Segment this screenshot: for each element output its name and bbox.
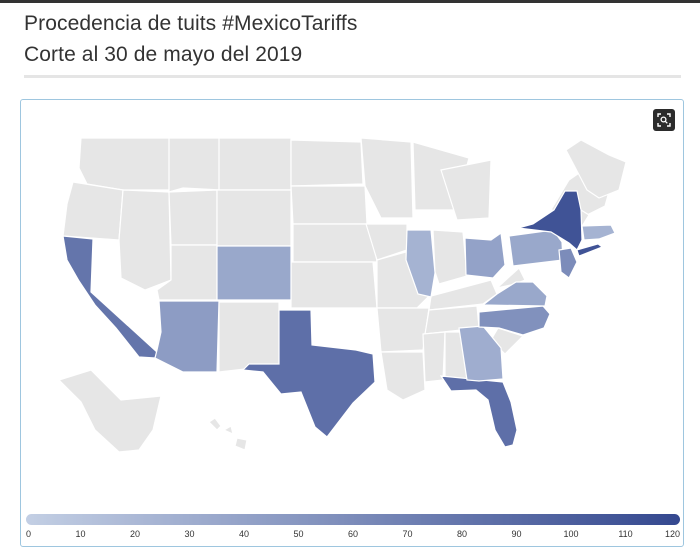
legend-tick-label: 110 — [618, 529, 633, 539]
state-new-york[interactable]: New York — [517, 190, 583, 251]
state-shape-nodata-25[interactable] — [494, 267, 526, 290]
state-shape-nodata-9[interactable] — [290, 139, 364, 187]
state-shape-nodata-8[interactable] — [218, 301, 280, 373]
state-shape-nodata-32[interactable] — [222, 425, 234, 436]
legend-tick-label: 100 — [563, 529, 579, 539]
legend-tick-label: 80 — [456, 529, 468, 539]
state-arizona[interactable]: Arizona — [154, 300, 220, 373]
legend-tick-label: 0 — [26, 529, 32, 539]
state-massachusetts[interactable]: Massachusetts — [581, 224, 616, 241]
state-shape-nodata-4[interactable] — [168, 189, 218, 246]
state-new-jersey[interactable]: New Jersey — [558, 247, 578, 279]
state-long-island[interactable] — [576, 243, 604, 257]
color-scale-bar — [26, 514, 680, 525]
map-container: CaliforniaArizonaColoradoTexasFloridaGeo… — [20, 99, 684, 547]
legend-tick-label: 40 — [238, 529, 250, 539]
state-shape-nodata-7[interactable] — [216, 189, 292, 247]
state-shape-nodata-6[interactable] — [218, 137, 292, 191]
title-divider — [24, 75, 681, 78]
state-shape-nodata-19[interactable] — [440, 159, 492, 221]
state-illinois[interactable]: Illinois — [405, 229, 436, 298]
legend-tick-label: 50 — [293, 529, 304, 539]
state-shape-nodata-1[interactable] — [62, 181, 124, 241]
state-shape-nodata-33[interactable] — [234, 437, 248, 451]
state-shape-nodata-2[interactable] — [118, 189, 172, 291]
legend-tick-label: 70 — [402, 529, 413, 539]
state-virginia[interactable]: Virginia — [481, 281, 548, 307]
state-texas[interactable]: Texas — [241, 309, 376, 438]
state-north-carolina[interactable]: North Carolina — [478, 305, 551, 336]
top-border — [0, 0, 700, 3]
state-ohio[interactable]: Ohio — [464, 231, 506, 279]
chart-title: Procedencia de tuits #MexicoTariffs — [24, 12, 358, 35]
state-shape-nodata-12[interactable] — [290, 261, 378, 309]
us-choropleth-map[interactable]: CaliforniaArizonaColoradoTexasFloridaGeo… — [21, 100, 683, 546]
state-shape-nodata-17[interactable] — [380, 351, 426, 401]
state-shape-nodata-31[interactable] — [208, 417, 222, 431]
legend-tick-label: 10 — [75, 529, 86, 539]
base-states-layer — [57, 137, 627, 453]
legend-tick-label: 120 — [664, 529, 680, 539]
state-shape-nodata-10[interactable] — [290, 185, 368, 225]
state-pennsylvania[interactable]: Pennsylvania — [508, 229, 564, 267]
state-colorado[interactable]: Colorado — [216, 245, 292, 301]
state-shape-nodata-0[interactable] — [78, 137, 172, 191]
legend-tick-label: 20 — [129, 529, 141, 539]
state-california[interactable]: California — [62, 235, 158, 359]
state-shape-nodata-3[interactable] — [168, 137, 222, 193]
state-florida[interactable]: Florida — [439, 375, 518, 448]
zoom-reset-button[interactable] — [653, 109, 675, 131]
state-shape-nodata-16[interactable] — [376, 307, 430, 353]
legend-tick-label: 90 — [511, 529, 522, 539]
data-states-layer: CaliforniaArizonaColoradoTexasFloridaGeo… — [62, 190, 616, 448]
state-shape-nodata-13[interactable] — [360, 137, 414, 219]
state-shape-nodata-29[interactable] — [565, 139, 627, 199]
state-shape-nodata-30[interactable] — [57, 369, 162, 453]
state-shape-nodata-20[interactable] — [432, 229, 468, 285]
state-shape-nodata-11[interactable] — [292, 223, 378, 263]
zoom-fit-icon — [657, 113, 671, 127]
legend-tick-label: 30 — [184, 529, 195, 539]
legend-tick-label: 60 — [347, 529, 359, 539]
state-shape-nodata-23[interactable] — [422, 331, 446, 383]
chart-subtitle: Corte al 30 de mayo del 2019 — [24, 43, 303, 66]
